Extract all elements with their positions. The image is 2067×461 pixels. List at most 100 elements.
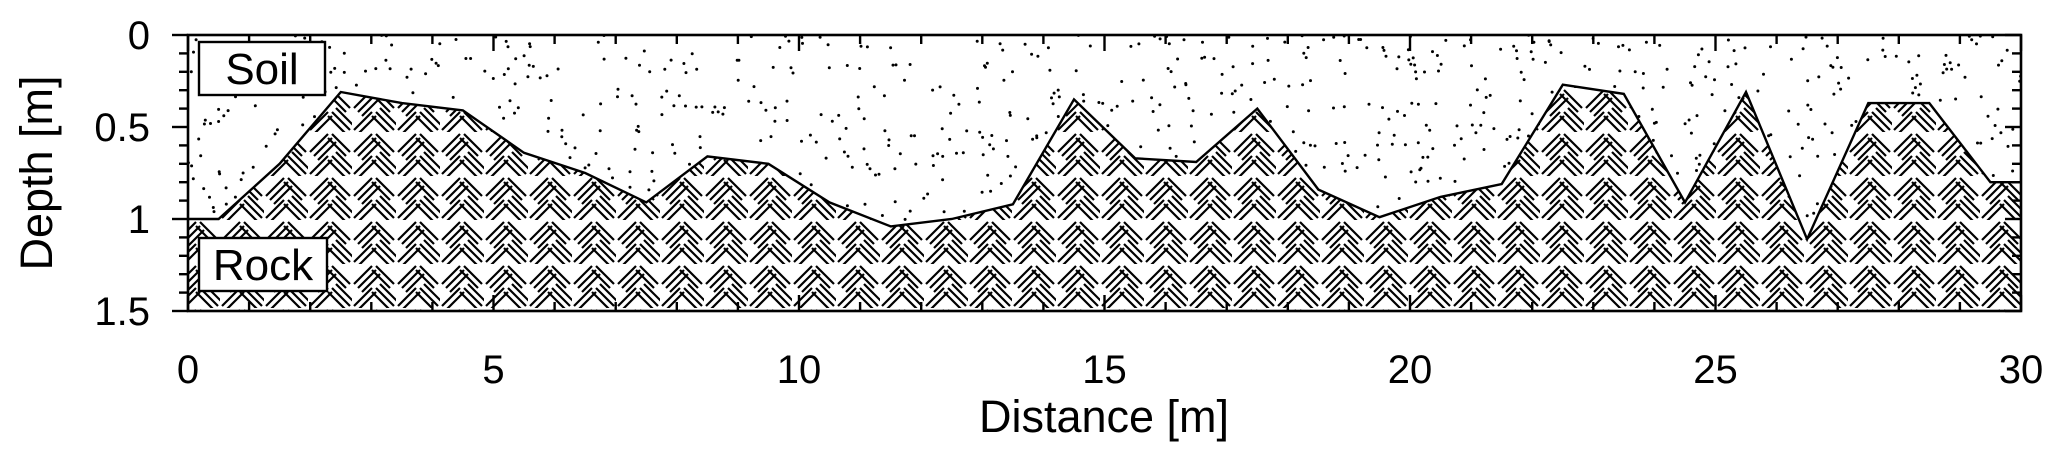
soil-stipple-dot: [1806, 79, 1810, 83]
soil-stipple-dot: [1302, 51, 1306, 55]
soil-stipple-dot: [538, 76, 542, 80]
soil-stipple-dot: [1737, 96, 1741, 100]
soil-stipple-dot: [1381, 46, 1385, 49]
soil-stipple-dot: [1167, 42, 1171, 46]
soil-stipple-dot: [1488, 93, 1492, 97]
soil-stipple-dot: [226, 109, 230, 113]
soil-stipple-dot: [684, 104, 687, 108]
soil-stipple-dot: [1689, 131, 1693, 135]
soil-stipple-dot: [549, 99, 553, 102]
soil-stipple-dot: [1499, 47, 1503, 51]
soil-stipple-dot: [1543, 60, 1547, 64]
soil-stipple-dot: [1057, 95, 1061, 99]
soil-stipple-dot: [826, 43, 830, 47]
soil-stipple-dot: [961, 151, 965, 155]
soil-stipple-dot: [1833, 153, 1837, 156]
soil-stipple-dot: [628, 170, 632, 174]
soil-stipple-dot: [1470, 123, 1474, 127]
soil-stipple-dot: [1769, 45, 1772, 49]
soil-stipple-dot: [1831, 65, 1835, 69]
soil-stipple-dot: [1617, 45, 1620, 49]
soil-stipple-dot: [1201, 40, 1204, 44]
soil-stipple-dot: [1365, 46, 1369, 50]
soil-stipple-dot: [594, 152, 598, 155]
soil-stipple-dot: [647, 188, 651, 192]
soil-stipple-dot: [651, 151, 655, 155]
soil-stipple-dot: [1954, 97, 1958, 101]
soil-stipple-dot: [1695, 169, 1698, 172]
soil-stipple-dot: [1411, 56, 1415, 60]
soil-stipple-dot: [1695, 114, 1699, 118]
soil-stipple-dot: [628, 185, 632, 189]
soil-stipple-dot: [1431, 147, 1435, 151]
soil-stipple-dot: [342, 70, 346, 74]
soil-stipple-dot: [1008, 174, 1012, 178]
soil-stipple-dot: [1376, 205, 1380, 209]
soil-stipple-dot: [1309, 79, 1312, 83]
soil-stipple-dot: [1023, 42, 1027, 46]
soil-stipple-dot: [1986, 114, 1990, 118]
soil-stipple-dot: [602, 57, 606, 61]
soil-stipple-dot: [1187, 96, 1191, 100]
soil-stipple-dot: [560, 135, 564, 139]
soil-stipple-dot: [800, 35, 804, 39]
soil-stipple-dot: [1700, 47, 1704, 51]
soil-stipple-dot: [827, 66, 831, 70]
soil-stipple-dot: [883, 129, 887, 133]
soil-stipple-dot: [233, 195, 237, 199]
soil-stipple-dot: [948, 137, 952, 141]
soil-stipple-dot: [1453, 179, 1457, 183]
soil-stipple-dot: [1847, 76, 1851, 80]
soil-stipple-dot: [190, 164, 194, 168]
soil-stipple-dot: [1698, 153, 1702, 157]
soil-stipple-dot: [830, 119, 834, 123]
soil-stipple-dot: [333, 66, 337, 70]
y-tick-label: 0: [128, 14, 150, 58]
soil-stipple-dot: [1174, 154, 1178, 158]
soil-stipple-dot: [1948, 61, 1952, 65]
soil-stipple-dot: [1419, 166, 1423, 170]
soil-stipple-dot: [1817, 75, 1821, 79]
soil-stipple-dot: [721, 112, 725, 116]
soil-stipple-dot: [722, 106, 726, 110]
soil-stipple-dot: [1641, 72, 1645, 75]
soil-stipple-dot: [1837, 81, 1841, 85]
soil-stipple-dot: [1036, 54, 1040, 58]
soil-stipple-dot: [596, 40, 600, 44]
soil-stipple-dot: [1832, 92, 1836, 96]
soil-stipple-dot: [1508, 135, 1512, 138]
soil-stipple-dot: [607, 167, 611, 171]
soil-stipple-dot: [1334, 142, 1338, 145]
soil-stipple-dot: [1444, 38, 1448, 42]
soil-stipple-dot: [1231, 65, 1235, 69]
soil-stipple-dot: [364, 69, 367, 73]
soil-stipple-dot: [1769, 133, 1773, 137]
soil-stipple-dot: [1227, 35, 1231, 39]
soil-stipple-dot: [1469, 103, 1472, 107]
soil-stipple-dot: [1184, 83, 1188, 87]
soil-stipple-dot: [2000, 59, 2004, 63]
soil-stipple-dot: [217, 170, 221, 174]
soil-stipple-dot: [191, 177, 195, 181]
soil-stipple-dot: [957, 102, 961, 106]
soil-stipple-dot: [1249, 98, 1253, 101]
soil-stipple-dot: [1547, 40, 1551, 43]
soil-stipple-dot: [1910, 77, 1914, 80]
soil-stipple-dot: [1726, 65, 1730, 69]
soil-stipple-dot: [354, 83, 358, 87]
soil-stipple-dot: [301, 123, 305, 127]
soil-stipple-dot: [313, 115, 316, 119]
soil-stipple-dot: [1474, 131, 1478, 135]
soil-stipple-dot: [1650, 107, 1654, 111]
x-tick-label: 30: [1999, 348, 2044, 392]
soil-stipple-dot: [1332, 106, 1335, 110]
soil-stipple-dot: [1340, 162, 1344, 165]
soil-stipple-dot: [1730, 83, 1734, 86]
soil-stipple-dot: [845, 64, 849, 67]
soil-stipple-dot: [1689, 81, 1692, 85]
soil-stipple-dot: [1830, 131, 1834, 135]
soil-stipple-dot: [1633, 70, 1637, 74]
soil-stipple-dot: [1251, 62, 1255, 66]
soil-stipple-dot: [1129, 44, 1133, 48]
soil-stipple-dot: [791, 71, 795, 75]
